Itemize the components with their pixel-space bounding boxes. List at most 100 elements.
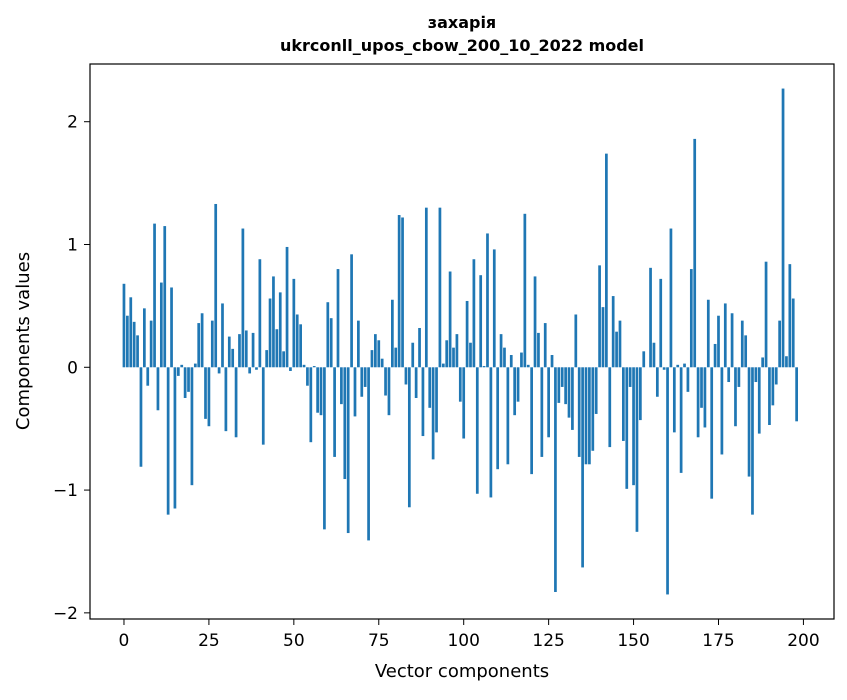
bar-component-59 (323, 367, 326, 529)
bar-component-16 (177, 367, 180, 376)
bar-component-1 (126, 316, 129, 368)
bar-component-41 (262, 367, 265, 444)
bar-component-105 (479, 275, 482, 367)
bar-component-146 (619, 321, 622, 368)
bar-component-174 (714, 344, 717, 367)
bar-component-143 (608, 367, 611, 447)
bar-component-88 (422, 367, 425, 436)
bar-component-37 (248, 367, 251, 373)
bar-component-101 (466, 301, 469, 367)
bar-component-179 (731, 313, 734, 367)
bar-component-55 (309, 367, 312, 442)
bar-component-142 (605, 154, 608, 368)
bar-component-62 (333, 367, 336, 457)
bar-component-198 (795, 367, 798, 421)
bar-component-60 (326, 302, 329, 367)
bar-component-113 (507, 367, 510, 464)
x-tick-label: 25 (198, 631, 220, 651)
bar-component-78 (388, 367, 391, 415)
bar-component-120 (530, 367, 533, 474)
bar-component-34 (238, 334, 241, 367)
chart-title-line-1: захарія (428, 13, 496, 32)
bar-component-164 (680, 367, 683, 473)
bar-component-173 (710, 367, 713, 498)
bar-component-10 (157, 367, 160, 410)
bar-component-58 (320, 367, 323, 415)
bar-component-15 (174, 367, 177, 508)
bar-component-45 (275, 329, 278, 367)
bar-component-175 (717, 316, 720, 368)
bar-component-94 (442, 364, 445, 368)
bar-component-27 (214, 204, 217, 367)
bar-component-84 (408, 367, 411, 507)
bar-component-89 (425, 208, 428, 368)
bar-component-163 (676, 365, 679, 367)
bar-component-73 (371, 350, 374, 367)
bar-component-194 (782, 89, 785, 368)
y-tick-label: 2 (67, 113, 78, 133)
bar-component-102 (469, 343, 472, 368)
bar-component-19 (187, 367, 190, 392)
bar-component-47 (282, 351, 285, 367)
bar-component-188 (761, 357, 764, 367)
bar-component-67 (350, 254, 353, 367)
bar-component-145 (615, 332, 618, 368)
bar-component-39 (255, 367, 258, 369)
bar-component-116 (517, 367, 520, 401)
bar-component-178 (727, 367, 730, 382)
bar-component-133 (574, 314, 577, 367)
bar-component-56 (313, 366, 316, 367)
bar-component-157 (656, 367, 659, 396)
bar-component-160 (666, 367, 669, 594)
bar-component-49 (289, 367, 292, 371)
bar-component-195 (785, 356, 788, 367)
bar-component-43 (269, 299, 272, 368)
bar-component-124 (544, 323, 547, 367)
bar-component-11 (160, 283, 163, 368)
x-axis-label: Vector components (375, 661, 549, 682)
bar-component-169 (697, 367, 700, 437)
bar-component-148 (625, 367, 628, 489)
x-tick-label: 100 (447, 631, 479, 651)
bar-component-24 (204, 367, 207, 419)
bar-component-181 (738, 367, 741, 387)
bar-component-184 (748, 367, 751, 476)
bar-component-171 (704, 367, 707, 427)
bar-component-150 (632, 367, 635, 485)
bar-component-165 (683, 364, 686, 368)
bar-component-5 (140, 367, 143, 466)
bar-component-99 (459, 367, 462, 401)
bar-component-137 (588, 367, 591, 464)
bar-component-9 (153, 224, 156, 368)
bar-component-131 (568, 367, 571, 417)
bar-component-35 (242, 229, 245, 368)
bar-component-132 (571, 367, 574, 430)
bar-component-104 (476, 367, 479, 493)
bar-component-117 (520, 353, 523, 368)
bar-component-180 (734, 367, 737, 426)
bar-component-92 (435, 367, 438, 432)
x-tick-label: 150 (617, 631, 649, 651)
bar-component-63 (337, 269, 340, 367)
bar-component-7 (146, 367, 149, 385)
bar-component-140 (598, 265, 601, 367)
bar-component-48 (286, 247, 289, 367)
bar-component-18 (184, 367, 187, 398)
bar-component-177 (724, 303, 727, 367)
bar-component-20 (191, 367, 194, 485)
chart-title-line-2: ukrconll_upos_cbow_200_10_2022 model (280, 36, 644, 55)
bar-component-6 (143, 308, 146, 367)
bar-component-125 (547, 367, 550, 437)
bar-component-183 (744, 335, 747, 367)
bar-component-79 (391, 300, 394, 368)
bar-component-96 (449, 272, 452, 368)
bar-component-172 (707, 300, 710, 368)
bar-component-36 (245, 330, 248, 367)
x-tick-label: 50 (283, 631, 305, 651)
bar-component-74 (374, 334, 377, 367)
bar-component-95 (445, 340, 448, 367)
bar-component-191 (771, 367, 774, 405)
bar-component-13 (167, 367, 170, 514)
bar-component-130 (564, 367, 567, 404)
bar-component-65 (343, 367, 346, 479)
